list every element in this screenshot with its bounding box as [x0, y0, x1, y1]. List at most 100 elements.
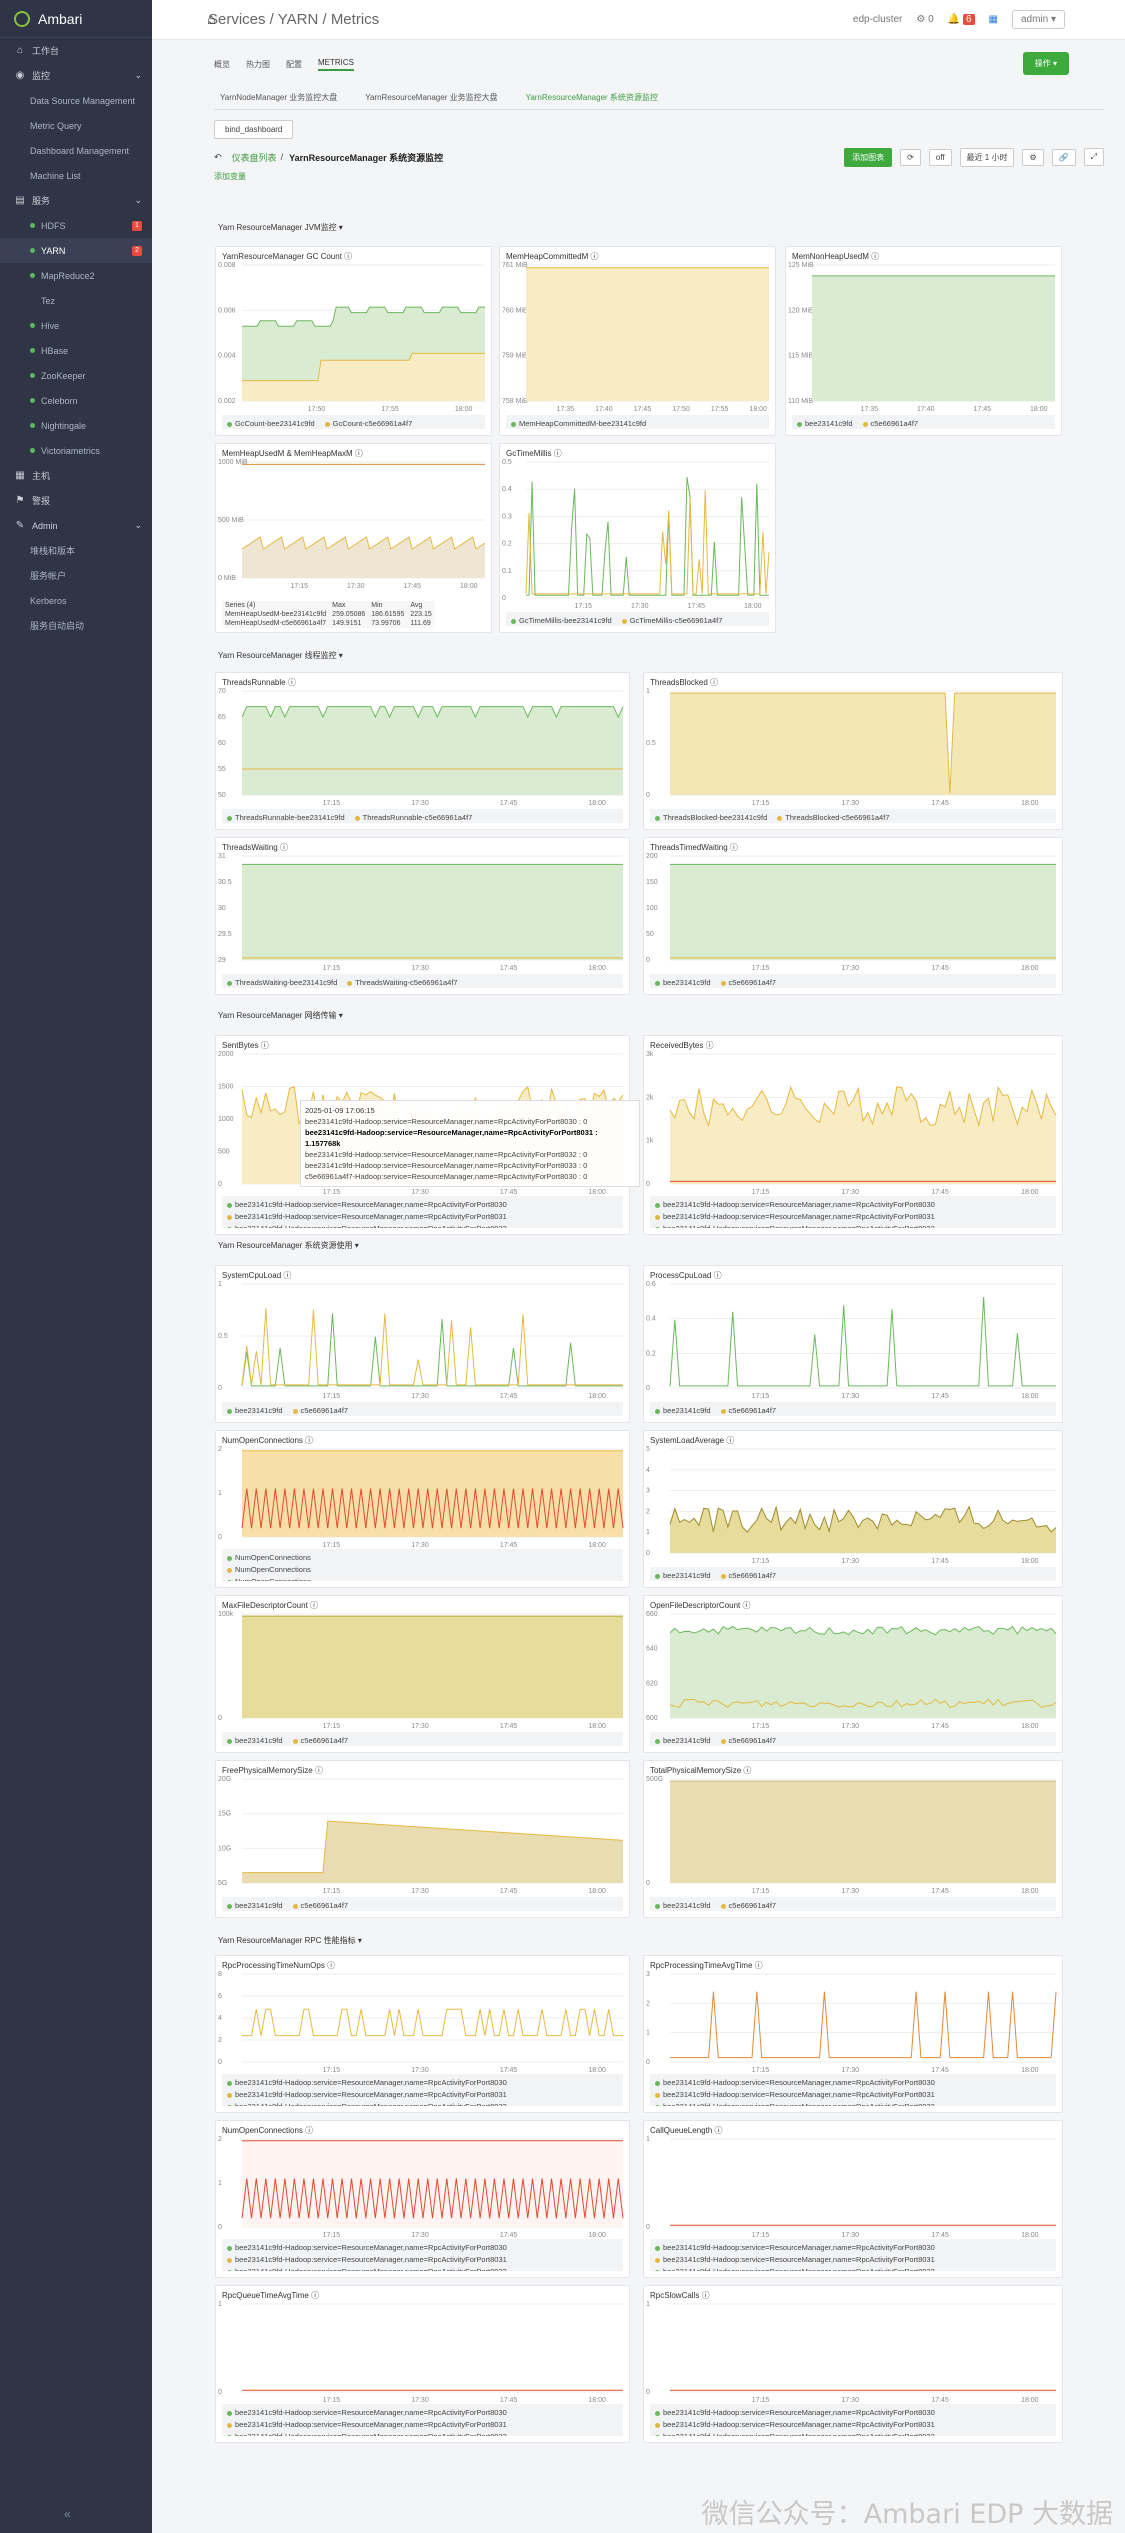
panel-maxfiledescriptorcount[interactable]: MaxFileDescriptorCount ⓘ 100k 0 17:15 17:30 1… — [215, 1595, 630, 1753]
sidebar-item-21[interactable]: 服务帐户 — [0, 563, 152, 588]
legend-item[interactable]: bee23141c9fd — [655, 1570, 711, 1581]
panel-memnonheapusedm[interactable]: MemNonHeapUsedM ⓘ 125 MiB 120 MiB 115 MiB 11… — [785, 246, 1062, 436]
sidebar-item-19[interactable]: ✎ Admin ⌄ — [0, 513, 152, 538]
sidebar-item-18[interactable]: ⚑ 警报 — [0, 488, 152, 513]
panel-totalphysicalmemorysize[interactable]: TotalPhysicalMemorySize ⓘ 500G 0 17:15 17:30… — [643, 1760, 1063, 1918]
legend-item[interactable]: bee23141c9fd-Hadoop:service=ResourceMana… — [655, 2419, 1041, 2431]
back-icon[interactable]: ↶ — [214, 151, 222, 162]
legend-item[interactable]: bee23141c9fd — [655, 1900, 711, 1911]
legend-item[interactable]: GcCount-c5e66961a4f7 — [324, 418, 412, 429]
legend-item[interactable]: bee23141c9fd-Hadoop:service=ResourceMana… — [227, 2419, 608, 2431]
legend-item[interactable]: bee23141c9fd-Hadoop:service=ResourceMana… — [227, 2077, 608, 2089]
legend-item[interactable]: GcTimeMillis-c5e66961a4f7 — [621, 615, 722, 626]
panel-rpcprocessingtimenumops[interactable]: RpcProcessingTimeNumOps ⓘ 8 6 4 2 0 17:15 17:30… — [215, 1955, 630, 2113]
legend-item[interactable]: GcTimeMillis-bee23141c9fd — [511, 615, 612, 626]
panel-systemloadaverage[interactable]: SystemLoadAverage ⓘ 5 4 3 2 1 0 17:15 17:30 17:45… — [643, 1430, 1063, 1588]
legend-item[interactable]: bee23141c9fd-Hadoop:service=ResourceMana… — [227, 1223, 608, 1228]
panel-chart[interactable]: 0.5 0.4 0.3 0.2 0.1 0 17:15 17:30 17:45 18:00 — [500, 444, 777, 620]
panel-chart[interactable]: 8 6 4 2 0 17:15 17:30 17:45 18:00 — [216, 1956, 631, 2084]
legend-item[interactable]: bee23141c9fd-Hadoop:service=ResourceMana… — [227, 1211, 608, 1223]
panel-numopenconnections[interactable]: NumOpenConnections ⓘ 2 1 0 17:15 17:30 17:45 18… — [215, 2120, 630, 2278]
legend-item[interactable]: bee23141c9fd-Hadoop:service=ResourceMana… — [227, 2101, 608, 2106]
panel-callqueuelength[interactable]: CallQueueLength ⓘ 1 0 17:15 17:30 17:45 18:00 b… — [643, 2120, 1063, 2278]
sidebar-item-12[interactable]: HBase — [0, 338, 152, 363]
sidebar-item-14[interactable]: Celeborn — [0, 388, 152, 413]
panel-numopenconnections[interactable]: NumOpenConnections ⓘ 2 1 0 17:15 17:30 17:45 18… — [215, 1430, 630, 1588]
sidebar-item-4[interactable]: Dashboard Management — [0, 138, 152, 163]
group-title[interactable]: Yarn ResourceManager JVM监控 ▾ — [218, 223, 343, 232]
panel-chart[interactable]: 20G 15G 10G 5G 17:15 17:30 17:45 18:00 — [216, 1761, 631, 1905]
sidebar-item-7[interactable]: HDFS 1 — [0, 213, 152, 238]
legend-item[interactable]: ThreadsBlocked-c5e66961a4f7 — [777, 812, 890, 823]
home-icon[interactable]: ⌂ — [207, 11, 217, 28]
group-title[interactable]: Yarn ResourceManager RPC 性能指标 ▾ — [218, 1936, 362, 1945]
panel-chart[interactable]: 2 1 0 17:15 17:30 17:45 18:00 — [216, 1431, 631, 1559]
legend-item[interactable]: ThreadsBlocked-bee23141c9fd — [655, 812, 767, 823]
legend-item[interactable]: bee23141c9fd-Hadoop:service=ResourceMana… — [655, 2266, 1041, 2271]
legend-item[interactable]: c5e66961a4f7 — [292, 1900, 348, 1911]
settings-icon[interactable]: ⚙ — [1022, 148, 1044, 166]
collapse-sidebar-icon[interactable]: « — [64, 2507, 71, 2521]
legend-item[interactable]: bee23141c9fd-Hadoop:service=ResourceMana… — [655, 2242, 1041, 2254]
tab-2[interactable]: 配置 — [286, 59, 302, 69]
auto-refresh-select[interactable]: off — [928, 148, 952, 166]
tab-3[interactable]: METRICS — [318, 58, 354, 71]
group-title[interactable]: Yarn ResourceManager 系统资源使用 ▾ — [218, 1241, 359, 1250]
panel-chart[interactable]: 0.6 0.4 0.2 0 17:15 17:30 17:45 18:00 — [644, 1266, 1064, 1410]
bind-dashboard-button[interactable]: bind_dashboard — [214, 120, 294, 139]
sidebar-item-22[interactable]: Kerberos — [0, 588, 152, 613]
legend-item[interactable]: bee23141c9fd-Hadoop:service=ResourceMana… — [227, 2089, 608, 2101]
panel-chart[interactable]: 125 MiB 120 MiB 115 MiB 110 MiB 17:35 17:40 17… — [786, 247, 1063, 423]
panel-threadswaiting[interactable]: ThreadsWaiting ⓘ 31 30.5 30 29.5 29 17:15 17:30… — [215, 837, 630, 995]
panel-chart[interactable]: 5 4 3 2 1 0 17:15 17:30 17:45 18:00 — [644, 1431, 1064, 1575]
legend-item[interactable]: bee23141c9fd — [655, 1405, 711, 1416]
legend-item[interactable]: bee23141c9fd-Hadoop:service=ResourceMana… — [655, 2431, 1041, 2436]
tab-1[interactable]: 热力图 — [246, 59, 270, 69]
legend-item[interactable]: c5e66961a4f7 — [862, 418, 918, 429]
panel-rpcslowcalls[interactable]: RpcSlowCalls ⓘ 1 0 17:15 17:30 17:45 18:00 bee2… — [643, 2285, 1063, 2443]
dashboard-tab-1[interactable]: YarnResourceManager 业务监控大盘 — [365, 93, 498, 102]
panel-receivedbytes[interactable]: ReceivedBytes ⓘ 3k 2k 1k 0 17:15 17:30 17:45 18:… — [643, 1035, 1063, 1235]
table-header[interactable]: Min — [371, 602, 383, 609]
legend-item[interactable]: c5e66961a4f7 — [720, 977, 776, 988]
panel-chart[interactable]: 1 0.5 0 17:15 17:30 17:45 18:00 — [644, 673, 1064, 817]
legend-item[interactable]: bee23141c9fd-Hadoop:service=ResourceMana… — [227, 2266, 608, 2271]
legend-item[interactable]: bee23141c9fd — [227, 1405, 283, 1416]
legend-item[interactable]: c5e66961a4f7 — [292, 1735, 348, 1746]
legend-item[interactable]: bee23141c9fd — [655, 1735, 711, 1746]
legend-item[interactable]: NumOpenConnections — [227, 1552, 608, 1564]
panel-freephysicalmemorysize[interactable]: FreePhysicalMemorySize ⓘ 20G 15G 10G 5G 17:15… — [215, 1760, 630, 1918]
sidebar-item-10[interactable]: Tez — [0, 288, 152, 313]
brand[interactable]: Ambari — [0, 0, 152, 38]
add-chart-button[interactable]: 添加图表 — [844, 147, 893, 167]
sidebar-item-16[interactable]: Victoriametrics — [0, 438, 152, 463]
legend-item[interactable]: bee23141c9fd-Hadoop:service=ResourceMana… — [655, 1199, 1041, 1211]
legend-item[interactable]: bee23141c9fd-Hadoop:service=ResourceMana… — [227, 2242, 608, 2254]
panel-threadstimedwaiting[interactable]: ThreadsTimedWaiting ⓘ 200 150 100 50 0 17:15 17… — [643, 837, 1063, 995]
panel-threadsrunnable[interactable]: ThreadsRunnable ⓘ 70 65 60 55 50 17:15 17:30 17:… — [215, 672, 630, 830]
sidebar-item-23[interactable]: 服务自动启动 — [0, 613, 152, 638]
sidebar-item-20[interactable]: 堆栈和版本 — [0, 538, 152, 563]
legend-item[interactable]: bee23141c9fd-Hadoop:service=ResourceMana… — [655, 1211, 1041, 1223]
panel-yarnresourcemanager-gc-count[interactable]: YarnResourceManager GC Count ⓘ 0.008 0.006… — [215, 246, 492, 436]
legend-item[interactable]: bee23141c9fd-Hadoop:service=ResourceMana… — [655, 2254, 1041, 2266]
legend-item[interactable]: bee23141c9fd — [797, 418, 853, 429]
sidebar-item-1[interactable]: ◉ 监控 ⌄ — [0, 63, 152, 88]
fullscreen-icon[interactable]: ⤢ — [1083, 148, 1104, 166]
legend-item[interactable]: bee23141c9fd-Hadoop:service=ResourceMana… — [227, 2407, 608, 2419]
panel-systemcpuload[interactable]: SystemCpuLoad ⓘ 1 0.5 0 17:15 17:30 17:45 18:00… — [215, 1265, 630, 1423]
sidebar-item-0[interactable]: ⌂ 工作台 — [0, 38, 152, 63]
panel-chart[interactable]: 761 MiB 760 MiB 759 MiB 758 MiB 17:35 17:40 17… — [500, 247, 777, 423]
sidebar-item-11[interactable]: Hive — [0, 313, 152, 338]
panel-chart[interactable]: 660 640 620 600 17:15 17:30 17:45 18:00 — [644, 1596, 1064, 1740]
sidebar-item-9[interactable]: MapReduce2 — [0, 263, 152, 288]
legend-item[interactable]: bee23141c9fd-Hadoop:service=ResourceMana… — [227, 2254, 608, 2266]
legend-item[interactable]: bee23141c9fd-Hadoop:service=ResourceMana… — [655, 1223, 1041, 1228]
table-header[interactable]: Series (4) — [225, 602, 256, 609]
panel-chart[interactable]: 31 30.5 30 29.5 29 17:15 17:30 17:45 18:00 — [216, 838, 631, 982]
legend-item[interactable]: MemHeapCommittedM-bee23141c9fd — [511, 418, 646, 429]
time-range-select[interactable]: 最近 1 小时 — [959, 147, 1015, 167]
apps-grid-icon[interactable]: ▦ — [988, 14, 998, 25]
panel-rpcprocessingtimeavgtime[interactable]: RpcProcessingTimeAvgTime ⓘ 3 2 1 0 17:15 17:30… — [643, 1955, 1063, 2113]
ops-button[interactable]: ⚙ 0 — [916, 14, 934, 25]
